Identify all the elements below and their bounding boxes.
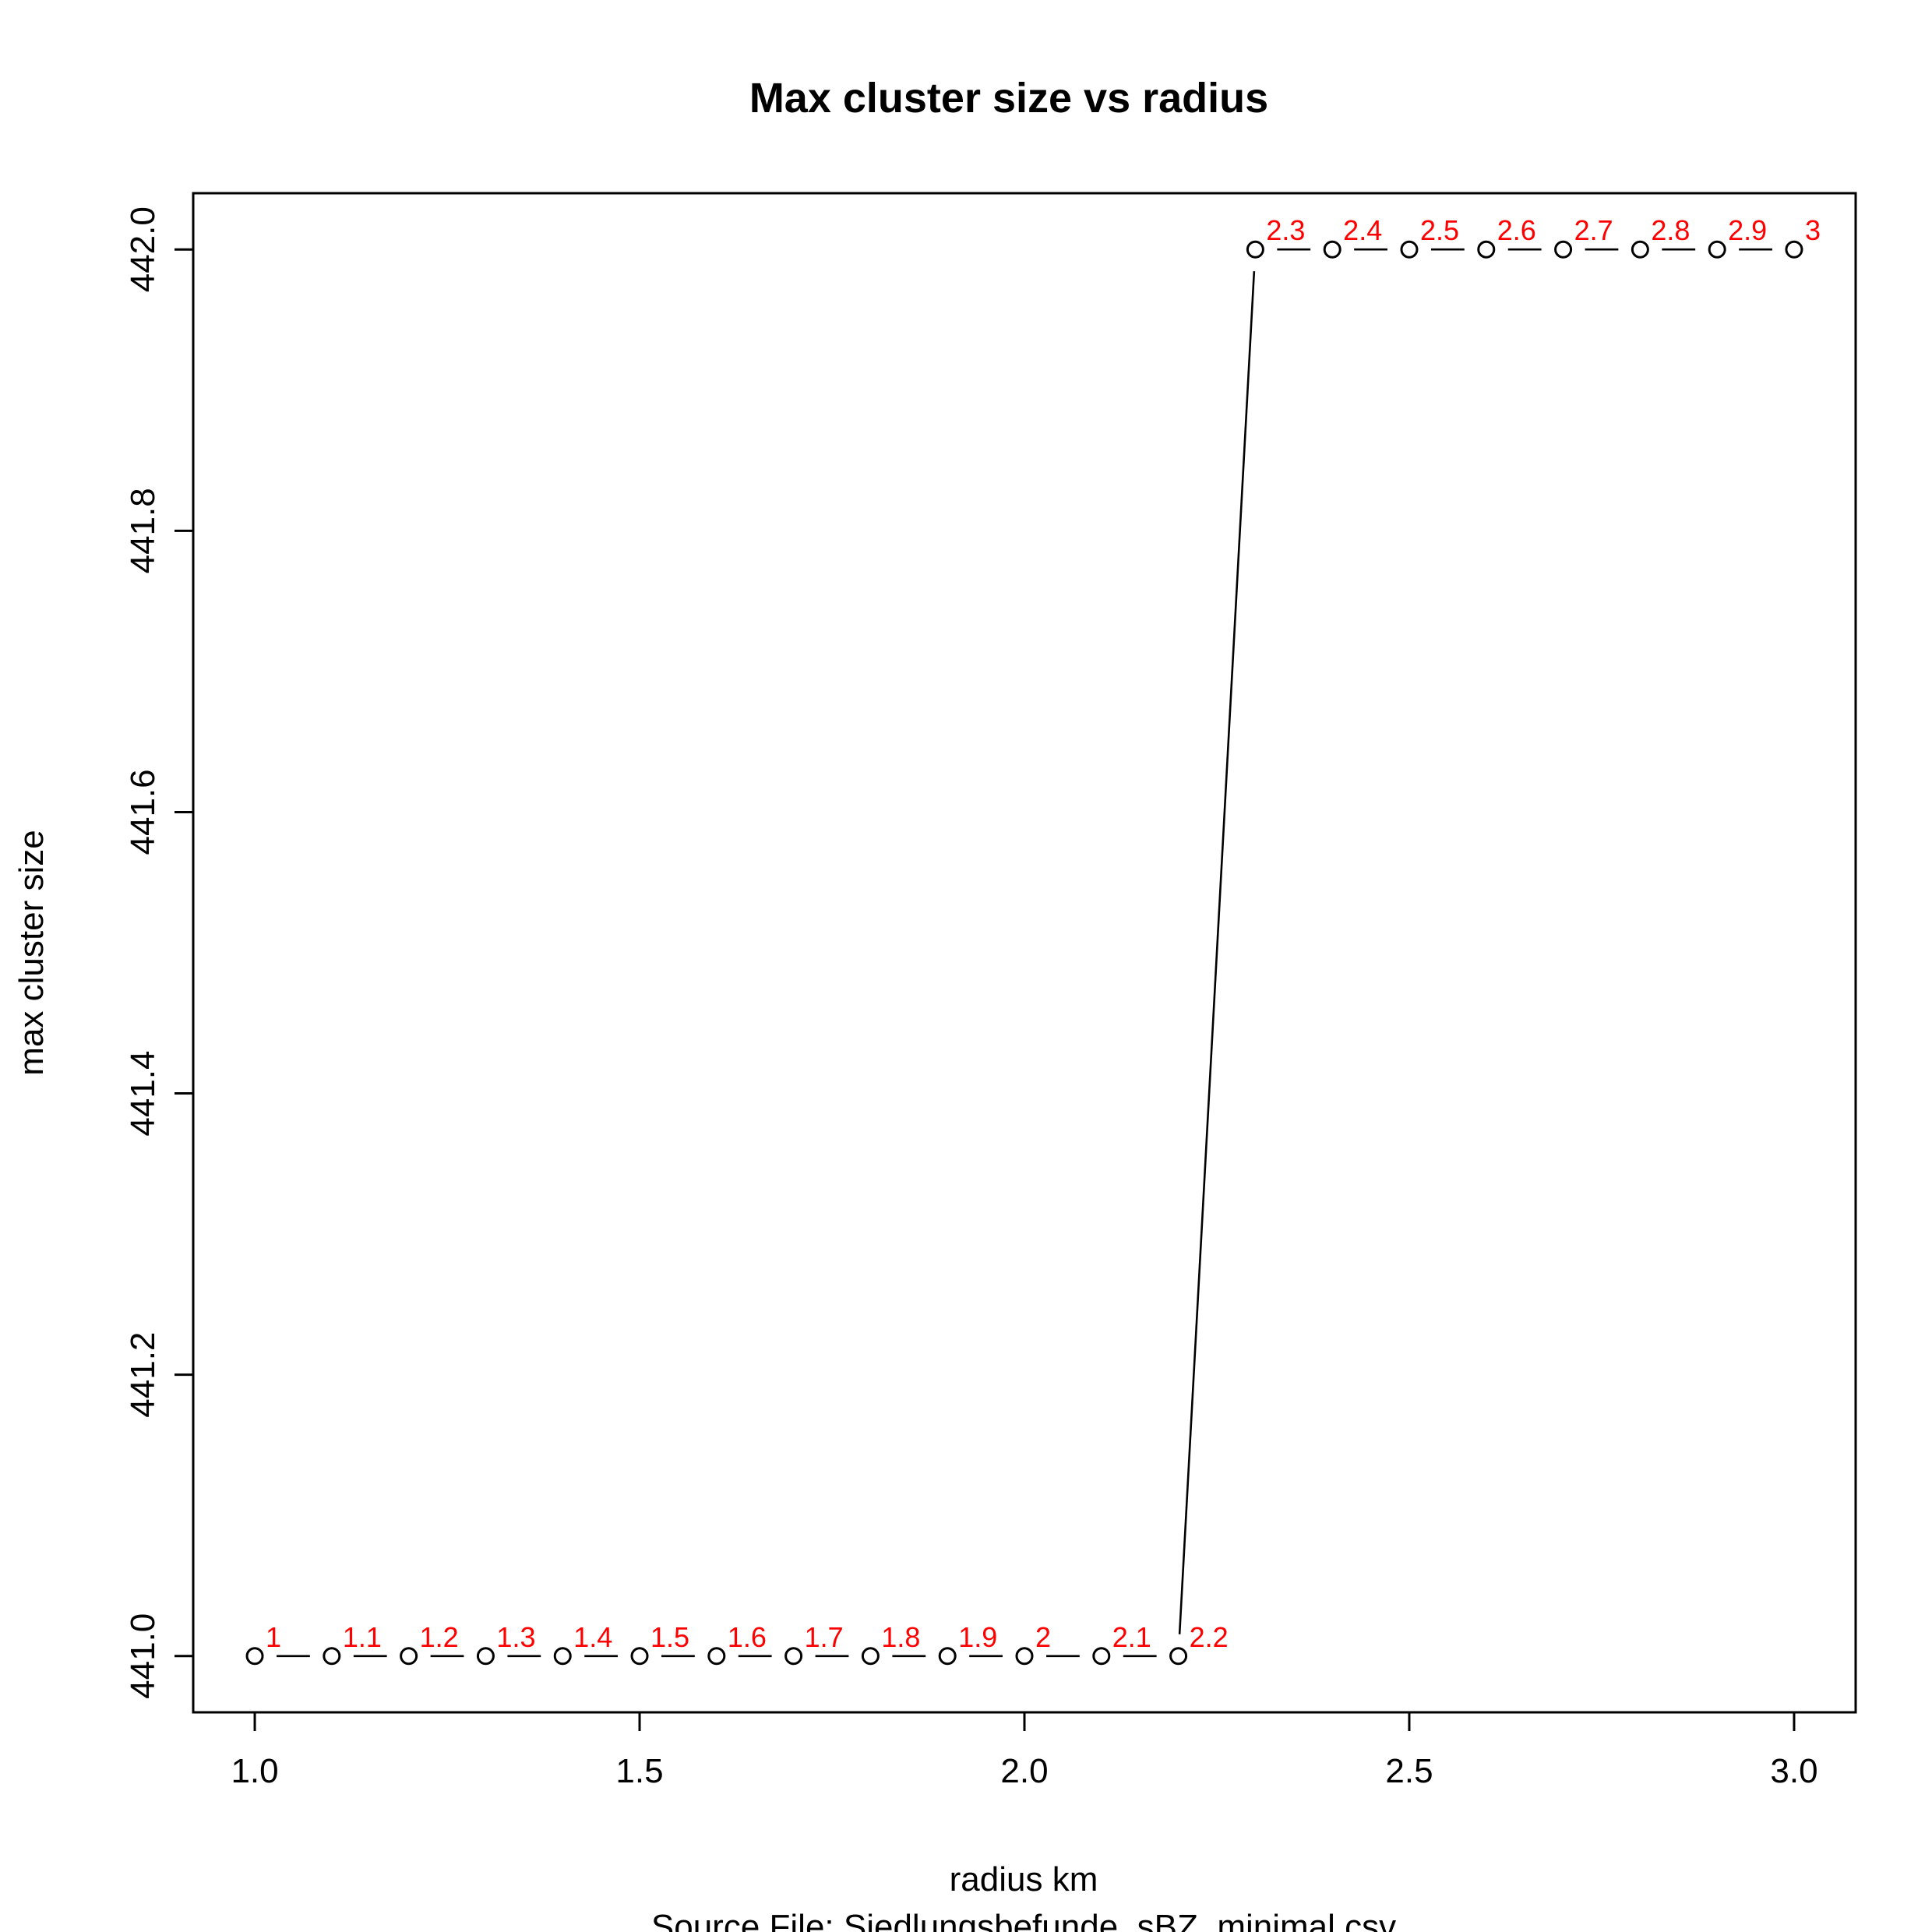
data-point-label: 1.6 xyxy=(728,1621,767,1653)
plot-frame xyxy=(192,192,1857,1714)
series-points xyxy=(245,240,1803,1666)
data-point-label: 2.1 xyxy=(1112,1621,1151,1653)
data-point-label: 2.4 xyxy=(1343,214,1382,246)
data-point xyxy=(1015,1647,1034,1666)
data-point-label: 1.3 xyxy=(496,1621,535,1653)
line-segment xyxy=(1178,271,1256,1634)
x-tick-label: 1.5 xyxy=(615,1752,663,1790)
data-point xyxy=(707,1647,726,1666)
data-point xyxy=(245,1647,264,1666)
x-tick-label: 2.5 xyxy=(1385,1752,1433,1790)
data-point-label: 2.5 xyxy=(1420,214,1459,246)
data-point-label: 1.2 xyxy=(420,1621,459,1653)
x-tick-label: 2.0 xyxy=(1000,1752,1048,1790)
data-point-label: 1.8 xyxy=(881,1621,920,1653)
data-point xyxy=(1092,1647,1111,1666)
data-point xyxy=(553,1647,572,1666)
x-tick-label: 3.0 xyxy=(1770,1752,1817,1790)
data-point xyxy=(861,1647,880,1666)
data-point-label: 1 xyxy=(266,1621,281,1653)
data-point xyxy=(1785,240,1803,259)
data-point xyxy=(938,1647,957,1666)
data-point-label: 2.2 xyxy=(1190,1621,1229,1653)
data-point-label: 1.1 xyxy=(343,1621,382,1653)
data-point-label: 2.8 xyxy=(1651,214,1690,246)
y-axis-label: max cluster size xyxy=(12,830,51,1075)
chart-title: Max cluster size vs radius xyxy=(749,75,1268,122)
y-tick-label: 441.0 xyxy=(124,1613,162,1699)
data-point xyxy=(784,1647,803,1666)
data-point xyxy=(400,1647,418,1666)
y-tick-label: 442.0 xyxy=(124,206,162,292)
data-point xyxy=(1323,240,1341,259)
data-point xyxy=(1246,240,1264,259)
data-point xyxy=(630,1647,649,1666)
x-axis-label: radius km xyxy=(950,1860,1098,1899)
data-point-label: 1.9 xyxy=(958,1621,997,1653)
series-labels: 1 1.1 1.2 1.3 1.4 1.5 1.6 1.7 1.8 1.9 2 2.1 2.2 2.3 2.… xyxy=(266,214,1821,1653)
data-point-label: 2.9 xyxy=(1728,214,1767,246)
data-point xyxy=(1554,240,1573,259)
data-point-label: 2.3 xyxy=(1266,214,1305,246)
data-point-label: 2.7 xyxy=(1574,214,1613,246)
x-tick-label: 1.0 xyxy=(231,1752,278,1790)
y-tick-label: 441.4 xyxy=(124,1051,162,1137)
series-lines xyxy=(277,248,1772,1658)
data-point-label: 1.5 xyxy=(650,1621,689,1653)
data-point-label: 1.4 xyxy=(573,1621,612,1653)
data-point xyxy=(476,1647,495,1666)
data-point xyxy=(1400,240,1419,259)
data-point-label: 3 xyxy=(1805,214,1821,246)
data-point xyxy=(1631,240,1649,259)
data-point-label: 1.7 xyxy=(805,1621,844,1653)
y-axis: 441.0 441.2 441.4 441.6 441.8 442.0 xyxy=(124,206,195,1699)
data-point-label: 2.6 xyxy=(1497,214,1536,246)
data-point xyxy=(1708,240,1726,259)
data-point xyxy=(323,1647,341,1666)
data-point-label: 2 xyxy=(1035,1621,1051,1653)
y-tick-label: 441.8 xyxy=(124,488,162,573)
x-axis: 1.0 1.5 2.0 2.5 3.0 xyxy=(231,1711,1818,1790)
y-tick-label: 441.2 xyxy=(124,1332,162,1418)
x-axis-subtitle: Source File: Siedlungsbefunde_sBZ_minima… xyxy=(651,1908,1396,1932)
data-point xyxy=(1477,240,1496,259)
y-tick-label: 441.6 xyxy=(124,769,162,855)
data-point xyxy=(1169,1647,1188,1666)
